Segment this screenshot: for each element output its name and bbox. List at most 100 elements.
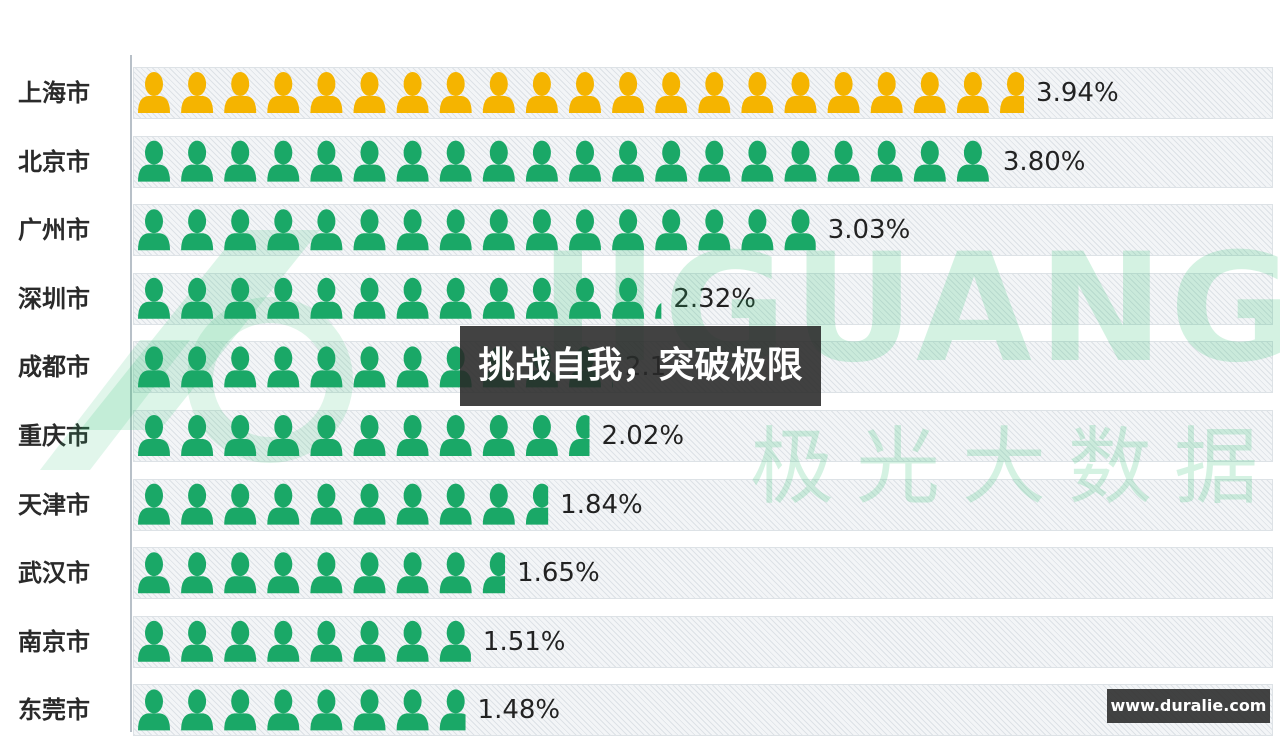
person-icon bbox=[482, 72, 515, 113]
person-icon bbox=[698, 72, 731, 113]
value-label: 2.02% bbox=[601, 421, 685, 451]
person-icon bbox=[224, 483, 257, 525]
person-icon bbox=[138, 209, 170, 251]
person-icon bbox=[525, 483, 549, 525]
person-icon bbox=[353, 483, 386, 525]
person-icon bbox=[267, 552, 300, 594]
person-icon bbox=[784, 72, 817, 113]
person-icon bbox=[138, 72, 170, 113]
person-icon bbox=[181, 483, 214, 525]
person-icon bbox=[1000, 72, 1025, 113]
person-icon bbox=[353, 277, 386, 319]
person-icon bbox=[181, 209, 214, 251]
person-icon bbox=[267, 140, 300, 182]
person-icon bbox=[612, 72, 645, 113]
person-icon bbox=[569, 140, 601, 182]
person-icon bbox=[396, 277, 429, 319]
person-icon bbox=[655, 209, 688, 251]
value-label: 1.84% bbox=[560, 489, 643, 520]
site-watermark-badge: www.duralie.com bbox=[1107, 689, 1270, 723]
person-icon bbox=[569, 415, 590, 456]
person-icon bbox=[353, 346, 386, 388]
category-label: 深圳市 bbox=[18, 284, 90, 313]
category-label: 武汉市 bbox=[18, 559, 90, 588]
person-icon bbox=[310, 552, 343, 594]
person-icon bbox=[181, 72, 214, 113]
category-label: 广州市 bbox=[18, 216, 90, 245]
person-icon bbox=[181, 620, 214, 662]
person-icon bbox=[655, 302, 662, 319]
person-icon bbox=[569, 209, 601, 251]
person-icon bbox=[396, 209, 429, 251]
person-icon bbox=[224, 140, 257, 182]
person-icon bbox=[138, 620, 170, 662]
person-icon bbox=[784, 140, 817, 182]
person-icon bbox=[482, 140, 515, 182]
person-icon bbox=[482, 209, 515, 251]
category-label: 南京市 bbox=[18, 627, 90, 656]
category-label: 成都市 bbox=[18, 353, 90, 382]
person-icon bbox=[396, 415, 429, 456]
person-icon bbox=[612, 209, 645, 251]
person-icon bbox=[224, 209, 257, 251]
overlay-banner-text: 挑战自我，突破极限 bbox=[478, 345, 803, 386]
person-icon bbox=[310, 72, 343, 113]
person-icon bbox=[224, 552, 257, 594]
person-icon bbox=[353, 72, 386, 113]
person-icon bbox=[439, 72, 472, 113]
person-icon bbox=[396, 72, 429, 113]
person-icon bbox=[612, 140, 645, 182]
person-icon bbox=[784, 209, 816, 251]
person-icon bbox=[741, 209, 774, 251]
person-icon bbox=[310, 689, 343, 731]
person-icon bbox=[310, 346, 343, 388]
person-icon bbox=[267, 72, 300, 113]
person-icon bbox=[310, 620, 343, 662]
person-icon bbox=[870, 72, 903, 113]
person-icon bbox=[439, 552, 472, 594]
person-icon bbox=[138, 277, 170, 319]
value-label: 3.03% bbox=[827, 215, 911, 246]
person-icon bbox=[224, 277, 257, 319]
person-icon bbox=[224, 620, 257, 662]
watermark-cn-text: 极光大数据 bbox=[750, 418, 1280, 516]
person-icon bbox=[267, 483, 300, 525]
value-label: 1.48% bbox=[477, 695, 561, 726]
person-icon bbox=[525, 415, 558, 456]
person-icon bbox=[569, 72, 601, 113]
person-icon bbox=[482, 483, 515, 525]
person-icon bbox=[439, 209, 472, 251]
person-icon bbox=[353, 209, 386, 251]
person-icon bbox=[913, 140, 946, 182]
person-icon bbox=[439, 620, 471, 662]
person-icon bbox=[310, 483, 343, 525]
person-icon bbox=[827, 72, 860, 113]
person-icon bbox=[310, 209, 343, 251]
person-icon bbox=[224, 689, 257, 731]
person-icon bbox=[482, 415, 515, 456]
value-label: 1.65% bbox=[517, 558, 600, 589]
value-label: 1.51% bbox=[482, 626, 566, 657]
person-icon bbox=[396, 140, 429, 182]
person-icon bbox=[396, 483, 429, 525]
person-icon bbox=[396, 552, 429, 594]
person-icon bbox=[525, 209, 558, 251]
person-icon bbox=[439, 277, 472, 319]
person-icon bbox=[741, 72, 774, 113]
person-icon bbox=[138, 552, 170, 594]
category-label: 上海市 bbox=[18, 79, 90, 107]
person-icon bbox=[353, 415, 386, 456]
person-icon bbox=[224, 415, 257, 456]
person-icon bbox=[181, 346, 214, 388]
person-icon bbox=[482, 277, 515, 319]
category-label: 重庆市 bbox=[18, 422, 90, 450]
person-icon bbox=[612, 277, 645, 319]
person-icon bbox=[439, 483, 472, 525]
person-icon bbox=[655, 140, 688, 182]
person-icon bbox=[870, 140, 903, 182]
person-icon bbox=[698, 209, 731, 251]
person-icon bbox=[353, 140, 386, 182]
person-icon bbox=[267, 346, 300, 388]
person-icon bbox=[655, 72, 688, 113]
